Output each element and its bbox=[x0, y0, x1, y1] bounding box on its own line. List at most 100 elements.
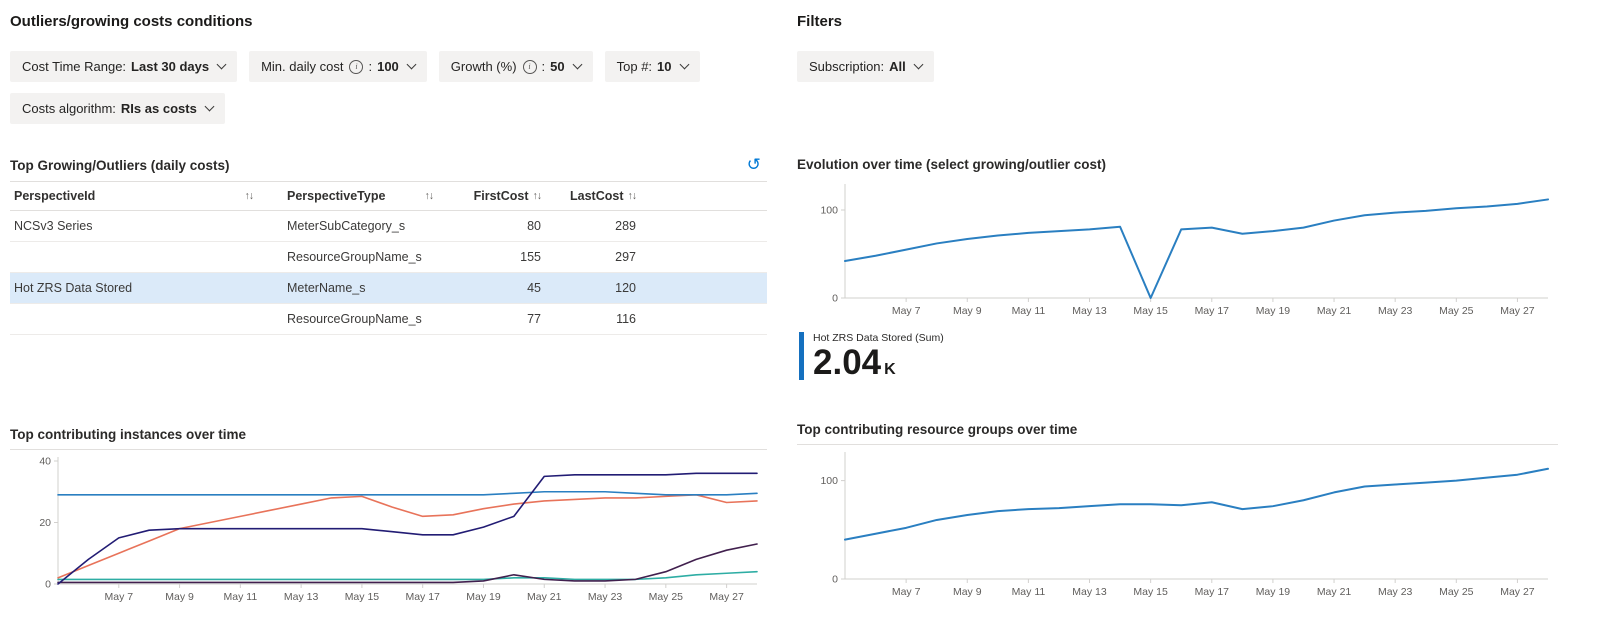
resource-groups-chart: 0 100 May 7 May 9 May 11 May 13 May 15 May 17 Ma… bbox=[797, 448, 1558, 603]
cell-perspective-id: Hot ZRS Data Stored bbox=[14, 281, 133, 295]
info-icon: i bbox=[522, 59, 537, 74]
metric-color-bar bbox=[799, 332, 804, 380]
svg-text:May 11: May 11 bbox=[224, 591, 258, 603]
metric-label: Hot ZRS Data Stored (Sum) bbox=[813, 332, 944, 344]
svg-text:May 21: May 21 bbox=[527, 591, 562, 603]
svg-text:May 27: May 27 bbox=[1500, 305, 1535, 317]
svg-text:May 25: May 25 bbox=[1439, 305, 1474, 317]
filter-pill-growth[interactable]: Growth (%) i : 50 bbox=[438, 51, 593, 82]
svg-text:May 27: May 27 bbox=[709, 591, 744, 603]
pill-value: RIs as costs bbox=[120, 101, 197, 116]
right-column: Filters Subscription: All Evolution over… bbox=[797, 10, 1558, 608]
metric-value-row: 2.04 K bbox=[813, 345, 944, 380]
svg-text:May 9: May 9 bbox=[953, 305, 982, 317]
cell-last-cost: 116 bbox=[616, 312, 636, 326]
svg-text:May 21: May 21 bbox=[1317, 586, 1352, 598]
filter-pill-costs-algorithm[interactable]: Costs algorithm: RIs as costs bbox=[10, 93, 225, 124]
pill-separator: : bbox=[368, 59, 373, 74]
pill-value: All bbox=[889, 59, 906, 74]
svg-text:May 11: May 11 bbox=[1012, 305, 1046, 317]
svg-text:May 25: May 25 bbox=[1439, 586, 1474, 598]
table-header-row: PerspectiveId ↑↓ PerspectiveType ↑↓ Firs… bbox=[10, 181, 767, 211]
table-row[interactable]: NCSv3 Series MeterSubCategory_s 80 289 bbox=[10, 211, 767, 242]
svg-text:May 27: May 27 bbox=[1500, 586, 1535, 598]
pill-label: Growth (%) bbox=[450, 59, 517, 74]
cost-outliers-dashboard: Outliers/growing costs conditions Cost T… bbox=[10, 10, 1558, 608]
svg-text:100: 100 bbox=[820, 205, 838, 217]
evolution-section-header: Evolution over time (select growing/outl… bbox=[797, 157, 1558, 172]
column-header-perspective-type[interactable]: PerspectiveType ↑↓ bbox=[283, 182, 463, 211]
cell-perspective-type: ResourceGroupName_s bbox=[287, 312, 422, 326]
undo-icon[interactable]: ↺ bbox=[746, 155, 761, 175]
svg-text:May 17: May 17 bbox=[1195, 586, 1230, 598]
svg-text:100: 100 bbox=[820, 475, 838, 487]
cell-first-cost: 45 bbox=[527, 281, 541, 295]
column-header-perspective-id[interactable]: PerspectiveId ↑↓ bbox=[10, 182, 283, 211]
svg-text:May 19: May 19 bbox=[1256, 305, 1291, 317]
pill-separator: : bbox=[541, 59, 546, 74]
svg-text:May 13: May 13 bbox=[1072, 305, 1107, 317]
svg-text:0: 0 bbox=[832, 574, 838, 586]
svg-text:May 19: May 19 bbox=[466, 591, 501, 603]
pill-label: Costs algorithm: bbox=[22, 101, 116, 116]
chevron-down-icon bbox=[406, 59, 417, 70]
pill-label: Subscription: bbox=[809, 59, 885, 74]
resource-groups-section-title: Top contributing resource groups over ti… bbox=[797, 422, 1558, 445]
pill-label: Cost Time Range: bbox=[22, 59, 127, 74]
cell-last-cost: 297 bbox=[615, 250, 636, 264]
filter-pill-min-daily-cost[interactable]: Min. daily cost i : 100 bbox=[249, 51, 427, 82]
svg-text:May 15: May 15 bbox=[345, 591, 380, 603]
table-section-title: Top Growing/Outliers (daily costs) bbox=[10, 158, 230, 173]
sort-icon[interactable]: ↑↓ bbox=[424, 190, 434, 202]
cell-perspective-type: ResourceGroupName_s bbox=[287, 250, 422, 264]
cell-perspective-type: MeterName_s bbox=[287, 281, 366, 295]
column-label: PerspectiveId bbox=[14, 189, 96, 203]
metric-body: Hot ZRS Data Stored (Sum) 2.04 K bbox=[813, 332, 944, 380]
outliers-table: PerspectiveId ↑↓ PerspectiveType ↑↓ Firs… bbox=[10, 181, 767, 335]
sort-icon[interactable]: ↑↓ bbox=[627, 190, 637, 202]
cell-first-cost: 77 bbox=[527, 312, 541, 326]
pill-value: 100 bbox=[377, 59, 399, 74]
svg-text:May 7: May 7 bbox=[892, 305, 921, 317]
svg-text:May 19: May 19 bbox=[1256, 586, 1291, 598]
svg-text:May 13: May 13 bbox=[1072, 586, 1107, 598]
svg-text:May 23: May 23 bbox=[1378, 586, 1413, 598]
metric-value: 2.04 bbox=[813, 343, 882, 382]
pill-value: Last 30 days bbox=[131, 59, 210, 74]
instances-chart: 0 20 40 May 7 May 9 May 11 May 13 May 15 May 17 M… bbox=[10, 453, 767, 608]
svg-text:20: 20 bbox=[39, 517, 51, 529]
svg-text:May 7: May 7 bbox=[892, 586, 921, 598]
instances-section-title: Top contributing instances over time bbox=[10, 427, 767, 450]
svg-text:May 23: May 23 bbox=[588, 591, 623, 603]
svg-text:May 17: May 17 bbox=[405, 591, 440, 603]
cell-perspective-id: NCSv3 Series bbox=[14, 219, 93, 233]
svg-text:May 7: May 7 bbox=[104, 591, 133, 603]
filters-pills: Subscription: All bbox=[797, 51, 1558, 82]
sort-icon[interactable]: ↑↓ bbox=[244, 190, 254, 202]
table-row[interactable]: ResourceGroupName_s 155 297 bbox=[10, 242, 767, 273]
svg-text:May 9: May 9 bbox=[953, 586, 982, 598]
chevron-down-icon bbox=[204, 101, 215, 112]
table-row[interactable]: Hot ZRS Data Stored MeterName_s 45 120 bbox=[10, 272, 767, 304]
column-header-first-cost[interactable]: FirstCost ↑↓ bbox=[463, 182, 545, 211]
filter-pill-cost-time-range[interactable]: Cost Time Range: Last 30 days bbox=[10, 51, 238, 82]
svg-text:0: 0 bbox=[832, 293, 838, 305]
column-header-last-cost[interactable]: LastCost ↑↓ bbox=[545, 182, 640, 211]
cell-first-cost: 80 bbox=[527, 219, 541, 233]
table-row[interactable]: ResourceGroupName_s 77 116 bbox=[10, 304, 767, 335]
pill-label: Top #: bbox=[616, 59, 653, 74]
filter-pill-subscription[interactable]: Subscription: All bbox=[797, 51, 934, 82]
column-label: FirstCost bbox=[473, 189, 529, 203]
filter-pill-top-n[interactable]: Top #: 10 bbox=[604, 51, 700, 82]
svg-text:0: 0 bbox=[45, 579, 51, 591]
pill-label: Min. daily cost bbox=[261, 59, 344, 74]
svg-text:May 23: May 23 bbox=[1378, 305, 1413, 317]
cell-perspective-type: MeterSubCategory_s bbox=[287, 219, 406, 233]
sort-icon[interactable]: ↑↓ bbox=[532, 190, 542, 202]
pill-value: 10 bbox=[657, 59, 672, 74]
svg-text:40: 40 bbox=[39, 456, 51, 468]
cell-perspective-id bbox=[10, 304, 283, 335]
svg-text:May 13: May 13 bbox=[284, 591, 319, 603]
svg-text:May 9: May 9 bbox=[165, 591, 194, 603]
left-column: Outliers/growing costs conditions Cost T… bbox=[10, 10, 767, 608]
